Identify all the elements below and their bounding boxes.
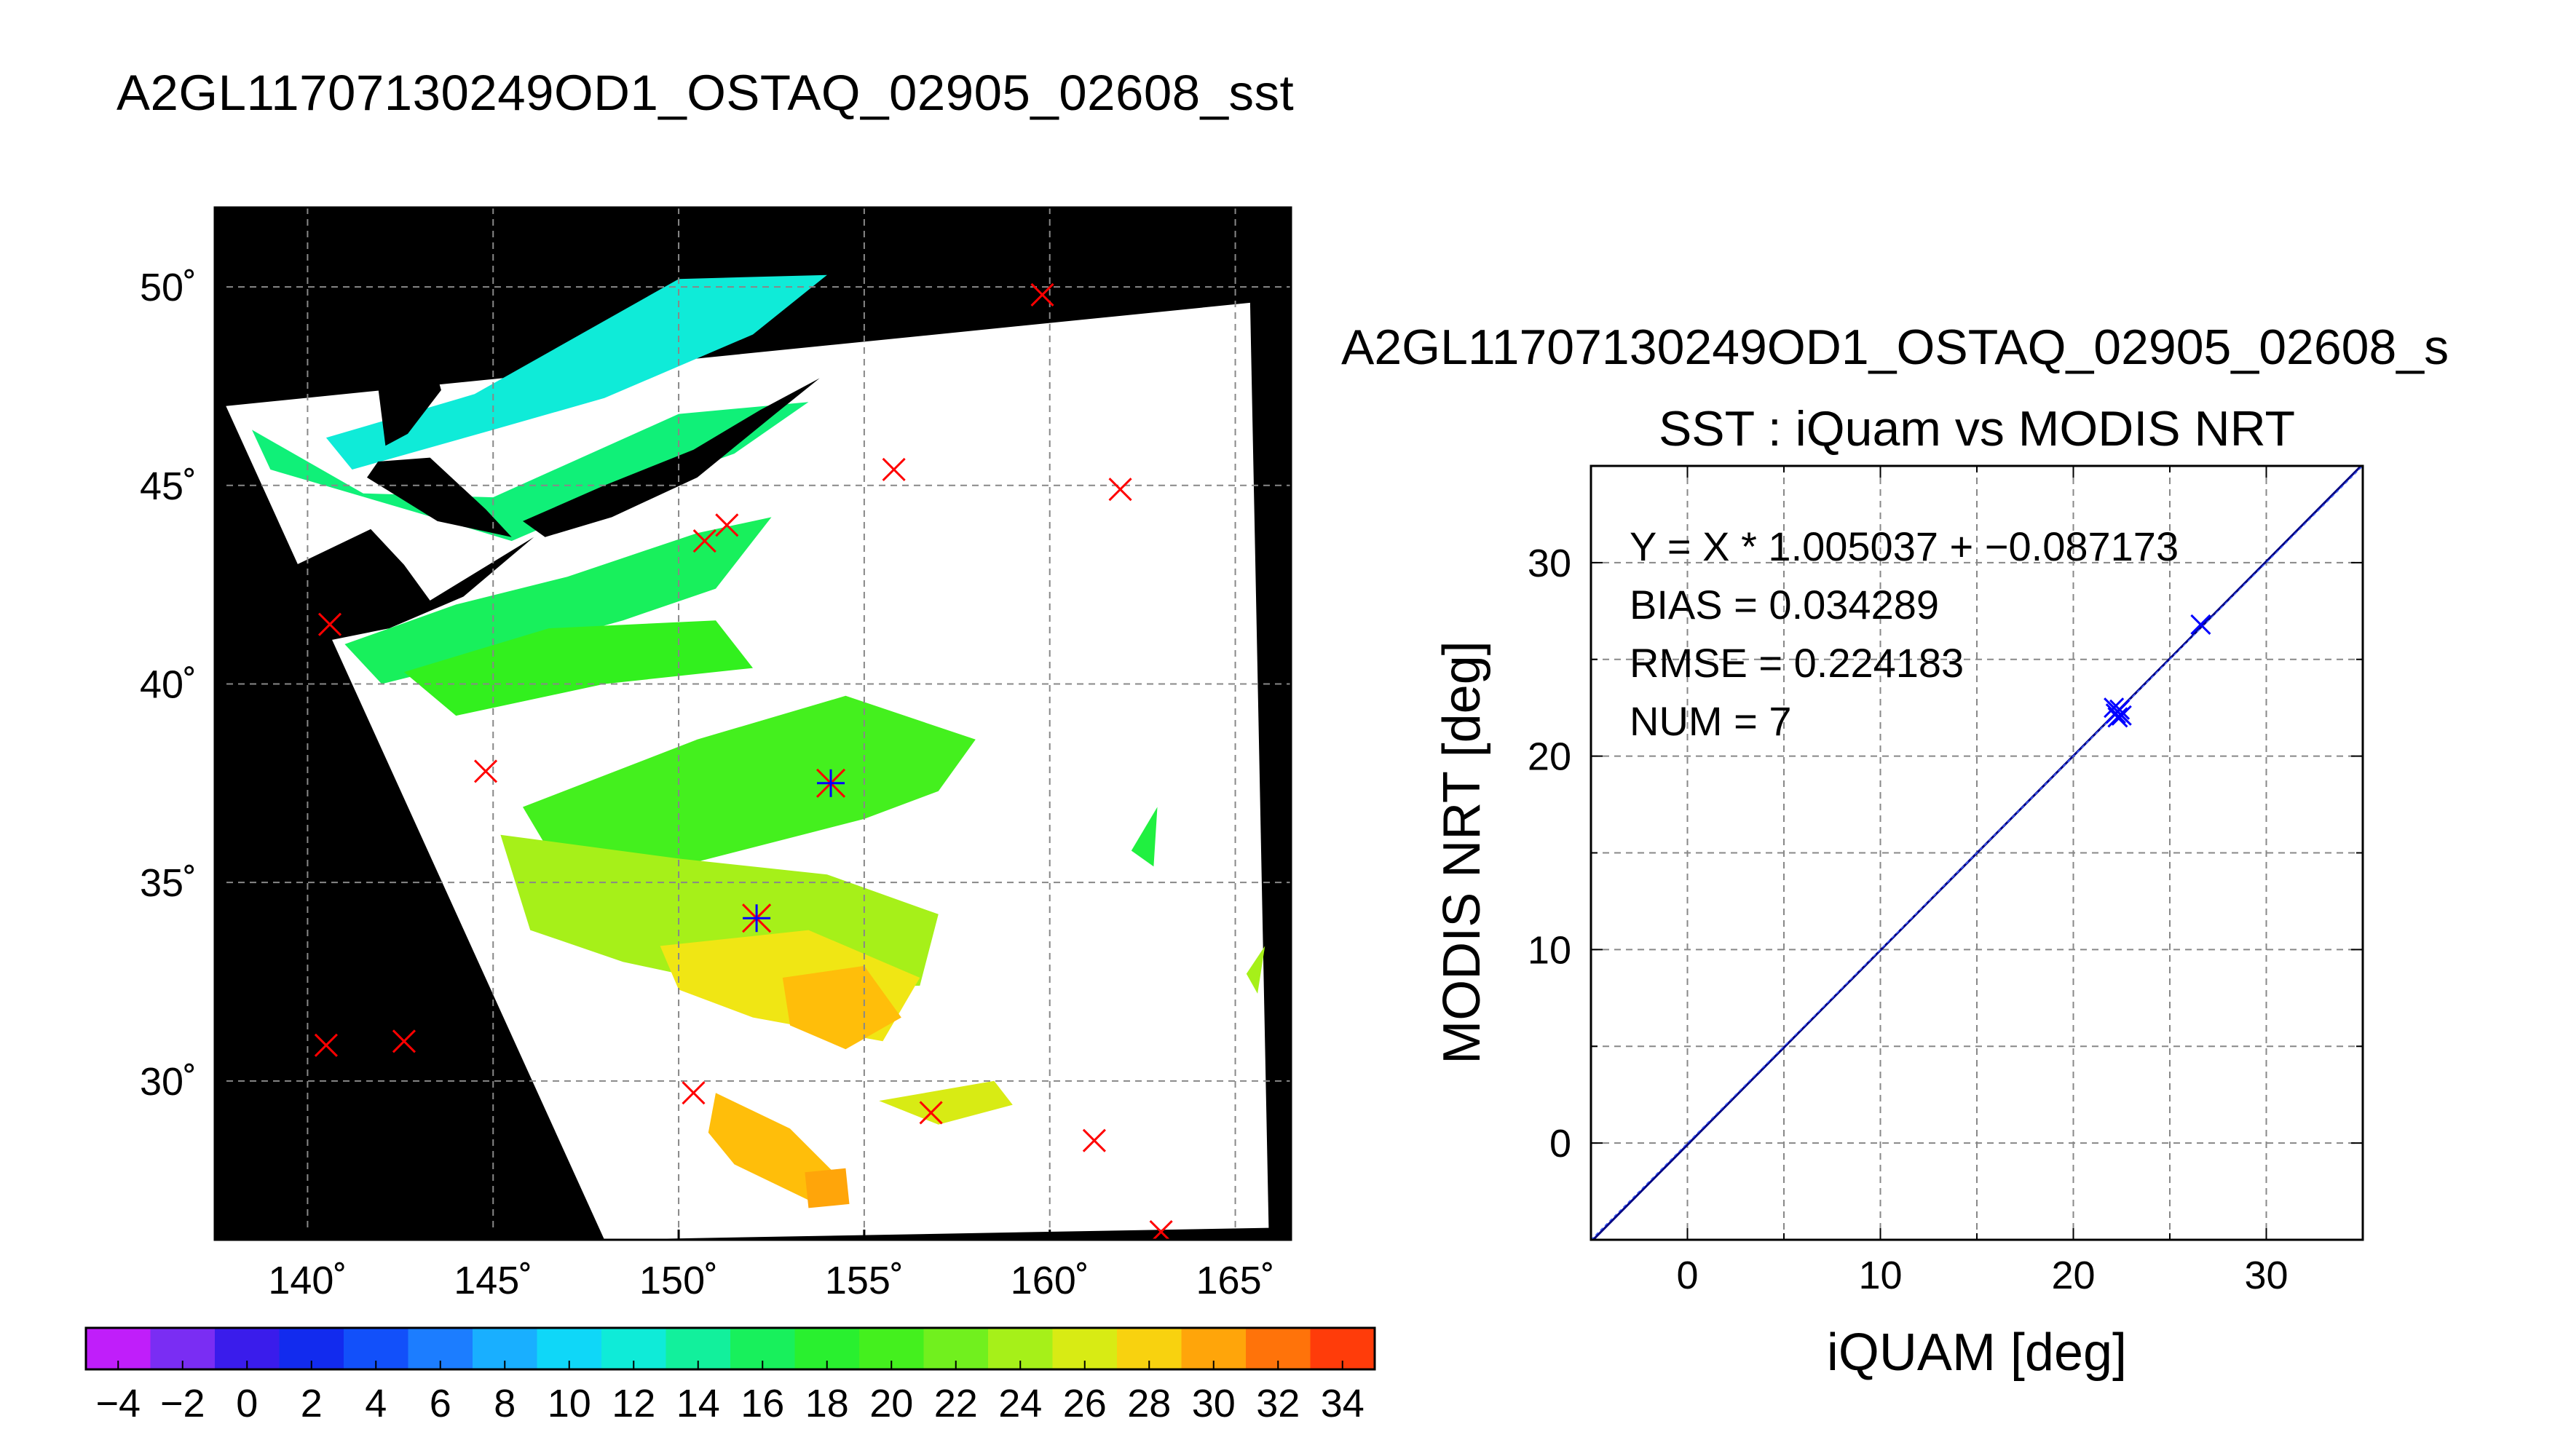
map-x-tick-label: 145˚: [454, 1259, 532, 1302]
land-mass: [281, 529, 534, 641]
buoy-marker: [473, 759, 498, 783]
map-y-tick-label: 45˚: [140, 464, 197, 508]
sst-region: [325, 274, 827, 470]
buoy-marker: [682, 1081, 706, 1105]
buoy-marker: [392, 1029, 416, 1053]
map-y-tick-label: 30˚: [140, 1060, 197, 1104]
sst-region: [879, 1080, 1013, 1125]
buoy-marker: [317, 612, 342, 636]
sst-region: [252, 402, 809, 542]
buoy-marker: [1082, 1128, 1106, 1152]
sst-region: [344, 517, 772, 684]
land-mass: [367, 457, 512, 537]
buoy-marker: [715, 513, 739, 537]
buoy-marker: [1030, 282, 1054, 307]
matchup-marker: [816, 768, 846, 798]
sst-region: [1246, 946, 1265, 994]
map-y-tick-label: 35˚: [140, 861, 197, 905]
buoy-marker: [1108, 478, 1132, 502]
map-x-tick-label: 155˚: [825, 1259, 904, 1302]
sst-region: [403, 620, 753, 716]
buoy-marker: [919, 1101, 943, 1125]
land-mass: [872, 235, 968, 299]
sst-region: [782, 965, 901, 1050]
page-title: A2GL11707130249OD1_OSTAQ_02905_02608_sst: [117, 65, 1295, 121]
map-x-tick-label: 140˚: [268, 1259, 347, 1302]
map-frame: [213, 206, 1292, 1241]
matchup-marker: [742, 903, 772, 933]
buoy-marker: [314, 1033, 338, 1057]
land-mass: [374, 274, 441, 446]
map-x-tick-label: 165˚: [1196, 1259, 1275, 1302]
sst-region: [805, 1168, 850, 1208]
map-x-tick-label: 150˚: [639, 1259, 718, 1302]
buoy-marker: [692, 529, 716, 553]
map-x-tick-label: 160˚: [1011, 1259, 1089, 1302]
sst-region: [1131, 807, 1158, 867]
land-mass: [523, 378, 820, 537]
sst-region: [523, 695, 976, 867]
map-y-tick-label: 40˚: [140, 662, 197, 706]
buoy-marker: [882, 457, 906, 482]
map-y-tick-label: 50˚: [140, 266, 197, 309]
